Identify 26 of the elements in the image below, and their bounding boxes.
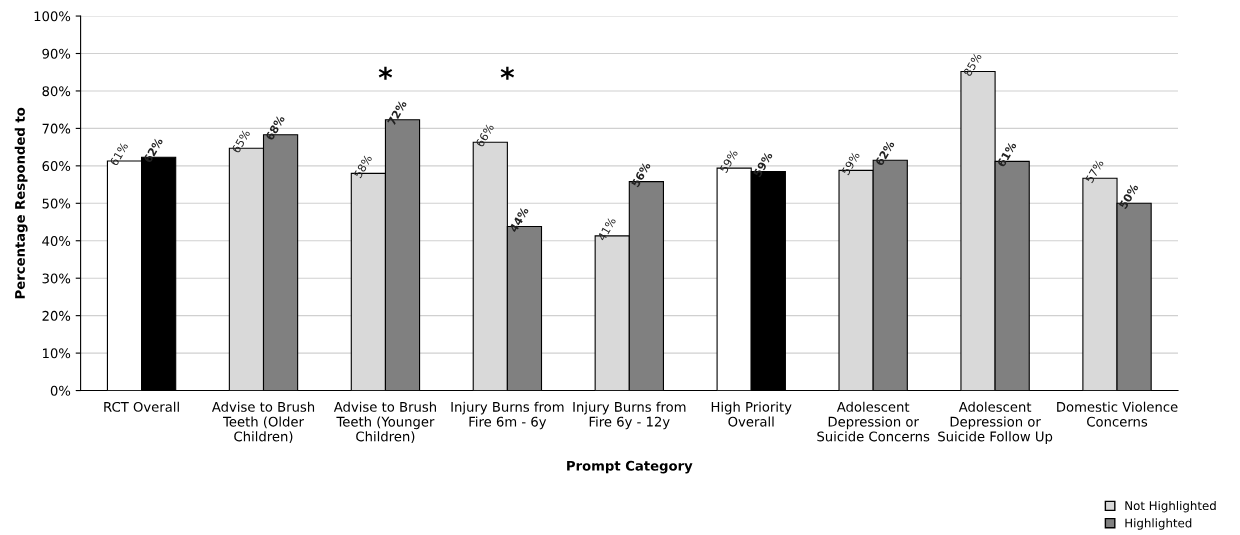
y-tick-label: 0% [50, 385, 71, 396]
x-tick-label: High Priority Overall [711, 401, 792, 427]
y-tick-label: 30% [42, 273, 71, 284]
x-tick-label: Advise to Brush Teeth (Older Children) [211, 401, 315, 443]
x-tick-label: Domestic Violence Concerns [1057, 401, 1178, 427]
annotation: * [500, 66, 515, 80]
y-tick-label: 80% [42, 86, 71, 97]
x-axis-title: Prompt Category [567, 460, 693, 474]
y-tick-label: 100% [34, 11, 71, 22]
y-tick-label: 90% [42, 48, 71, 59]
legend-label: Not Highlighted [1125, 500, 1216, 513]
y-axis-title: Percentage Responded to [14, 107, 28, 299]
y-tick-label: 50% [42, 198, 71, 209]
y-tick-label: 10% [43, 348, 71, 359]
x-tick-label: Injury Burns from Fire 6y - 12y [573, 401, 686, 430]
y-tick-label: 20% [42, 310, 71, 321]
y-tick-label: 70% [42, 123, 71, 134]
x-tick-label: Adolescent Depression or Suicide Concerns [817, 401, 930, 442]
legend-label: Highlighted [1125, 518, 1192, 530]
x-tick-label: Adolescent Depression or Suicide Follow Up [938, 401, 1053, 444]
x-tick-label: RCT Overall [104, 401, 179, 412]
x-tick-label: Advise to Brush Teeth (Younger Children) [333, 401, 436, 443]
annotation: * [378, 66, 393, 80]
y-tick-label: 40% [42, 235, 71, 246]
y-tick-label: 60% [42, 161, 71, 172]
x-tick-label: Injury Burns from Fire 6m - 6y [451, 401, 564, 430]
